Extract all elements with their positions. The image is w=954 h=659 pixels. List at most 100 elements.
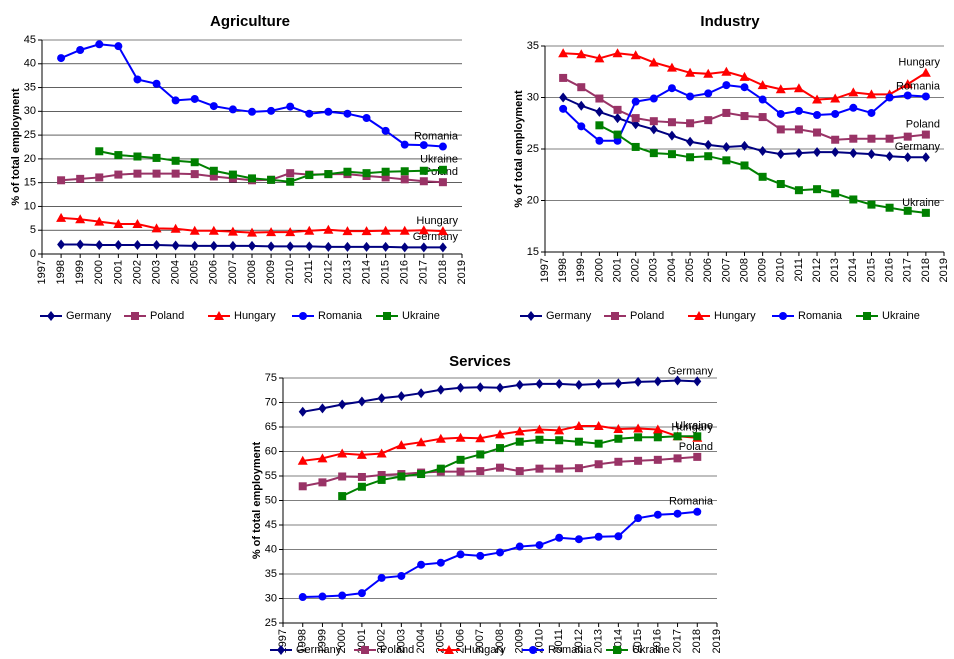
marker bbox=[305, 171, 314, 180]
marker bbox=[171, 156, 180, 165]
y-axis-label: % of total employment bbox=[10, 88, 22, 206]
marker bbox=[190, 240, 199, 251]
marker bbox=[114, 151, 123, 160]
x-tick-label: 1999 bbox=[575, 258, 587, 282]
marker bbox=[793, 83, 804, 93]
marker bbox=[343, 167, 352, 176]
x-tick-label: 2003 bbox=[150, 260, 162, 284]
x-tick-label: 2015 bbox=[380, 260, 392, 284]
series-end-label: Germany bbox=[668, 365, 714, 377]
marker bbox=[476, 467, 485, 476]
marker bbox=[266, 227, 277, 237]
marker bbox=[152, 239, 161, 250]
marker bbox=[444, 645, 454, 654]
marker bbox=[703, 68, 714, 78]
marker bbox=[867, 149, 876, 160]
x-tick-label: 1997 bbox=[539, 258, 551, 282]
marker bbox=[634, 456, 643, 465]
x-tick-label: 2019 bbox=[711, 629, 723, 653]
x-tick-label: 2006 bbox=[454, 629, 466, 653]
marker bbox=[133, 169, 142, 178]
marker bbox=[673, 509, 682, 518]
marker bbox=[722, 156, 731, 165]
x-tick-label: 2000 bbox=[336, 629, 348, 653]
marker bbox=[436, 384, 445, 395]
marker bbox=[594, 532, 603, 541]
y-tick-label: 15 bbox=[527, 246, 539, 258]
marker bbox=[383, 312, 391, 320]
marker bbox=[380, 225, 391, 235]
y-tick-label: 20 bbox=[527, 194, 539, 206]
marker bbox=[297, 455, 308, 465]
marker bbox=[76, 239, 85, 250]
series-end-label: Hungary bbox=[898, 57, 940, 69]
marker bbox=[779, 312, 787, 320]
marker bbox=[576, 49, 587, 59]
marker bbox=[902, 79, 913, 89]
marker bbox=[298, 593, 307, 602]
marker bbox=[555, 464, 564, 473]
marker bbox=[338, 492, 347, 501]
marker bbox=[338, 399, 347, 410]
marker bbox=[337, 448, 348, 458]
series-end-label: Ukraine bbox=[902, 197, 940, 209]
x-tick-label: 2017 bbox=[671, 629, 683, 653]
marker bbox=[438, 242, 447, 253]
marker bbox=[496, 444, 504, 453]
marker bbox=[94, 216, 105, 226]
marker bbox=[95, 147, 104, 156]
marker bbox=[362, 241, 371, 252]
marker bbox=[794, 125, 803, 134]
marker bbox=[812, 94, 823, 104]
y-tick-label: 40 bbox=[265, 543, 277, 555]
y-tick-label: 25 bbox=[24, 129, 36, 141]
marker bbox=[614, 532, 623, 541]
marker bbox=[114, 170, 123, 179]
marker bbox=[76, 45, 85, 54]
marker bbox=[113, 219, 124, 229]
series-end-label: Poland bbox=[679, 441, 713, 453]
marker bbox=[419, 242, 428, 253]
marker bbox=[286, 102, 295, 111]
marker bbox=[419, 166, 428, 175]
marker bbox=[456, 382, 465, 393]
x-tick-label: 1999 bbox=[316, 629, 328, 653]
x-tick-label: 2009 bbox=[757, 258, 769, 282]
x-tick-label: 2009 bbox=[265, 260, 277, 284]
marker bbox=[189, 225, 200, 235]
marker bbox=[758, 172, 767, 181]
x-tick-label: 2015 bbox=[865, 258, 877, 282]
legend-label: Ukraine bbox=[402, 310, 440, 322]
marker bbox=[673, 375, 682, 386]
marker bbox=[417, 470, 426, 479]
marker bbox=[653, 455, 662, 464]
marker bbox=[612, 48, 623, 58]
marker bbox=[885, 203, 894, 212]
marker bbox=[630, 50, 641, 60]
marker bbox=[357, 472, 366, 481]
marker bbox=[686, 119, 695, 128]
marker bbox=[667, 130, 676, 141]
x-tick-label: 2015 bbox=[632, 629, 644, 653]
y-tick-label: 35 bbox=[265, 568, 277, 580]
y-tick-label: 30 bbox=[527, 91, 539, 103]
marker bbox=[921, 152, 930, 163]
marker bbox=[152, 169, 161, 178]
x-tick-label: 2005 bbox=[435, 629, 447, 653]
marker bbox=[722, 108, 731, 117]
marker bbox=[794, 148, 803, 159]
y-axis-label: % of total employment bbox=[251, 441, 263, 559]
marker bbox=[613, 105, 622, 114]
marker bbox=[776, 149, 785, 160]
legend-label: Ukraine bbox=[882, 310, 920, 322]
marker bbox=[693, 432, 702, 441]
marker bbox=[476, 551, 485, 560]
x-tick-label: 2016 bbox=[399, 260, 411, 284]
marker bbox=[381, 173, 390, 182]
marker bbox=[133, 75, 142, 84]
marker bbox=[535, 435, 544, 444]
marker bbox=[831, 109, 840, 118]
series-end-label: Hungary bbox=[416, 215, 458, 227]
marker bbox=[248, 240, 256, 251]
marker bbox=[921, 130, 930, 139]
